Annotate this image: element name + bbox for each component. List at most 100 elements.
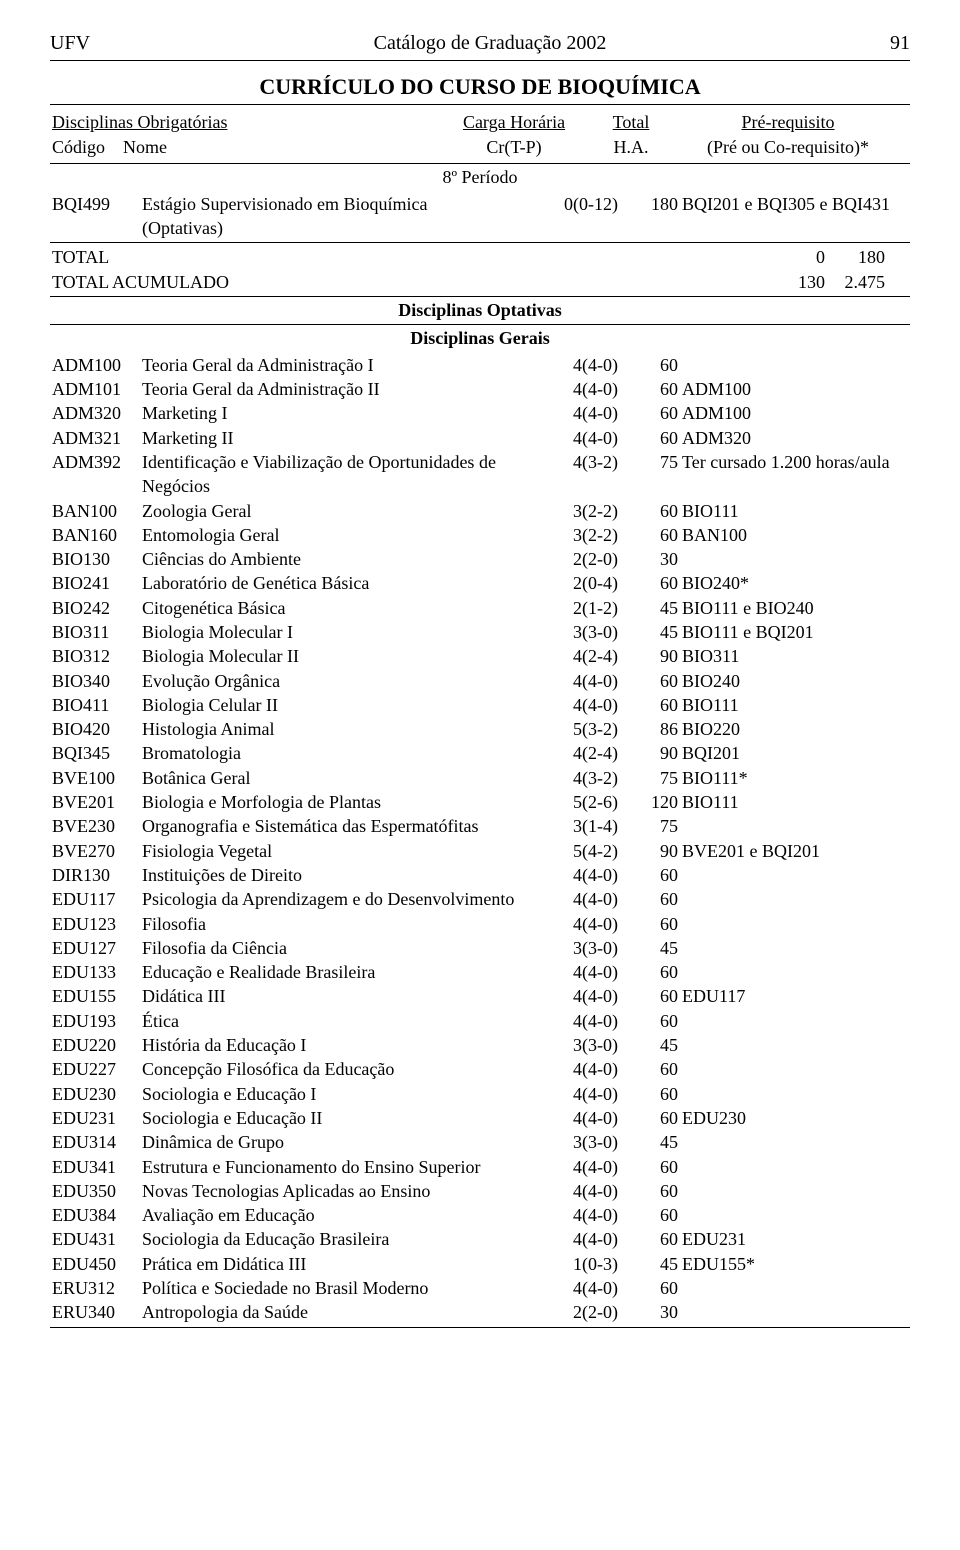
cell-name: Botânica Geral	[140, 766, 540, 790]
cell-tot: 75	[620, 766, 680, 790]
cell-code: EDU350	[50, 1179, 140, 1203]
cell-cr: 2(2-0)	[540, 547, 620, 571]
cell-pre	[680, 1300, 910, 1324]
col-total: Total	[613, 112, 650, 132]
cell-cr: 4(4-0)	[540, 353, 620, 377]
cell-cr: 4(4-0)	[540, 1227, 620, 1251]
cell-name: Teoria Geral da Administração I	[140, 353, 540, 377]
cell-pre: EDU155*	[680, 1252, 910, 1276]
cell-name: Sociologia da Educação Brasileira	[140, 1227, 540, 1251]
cell-cr: 3(3-0)	[540, 620, 620, 644]
table-row: BIO130Ciências do Ambiente2(2-0)30	[50, 547, 910, 571]
cell-code: EDU123	[50, 912, 140, 936]
cell-name: Novas Tecnologias Aplicadas ao Ensino	[140, 1179, 540, 1203]
cell-cr: 4(4-0)	[540, 1057, 620, 1081]
cell-cr: 0	[747, 245, 827, 269]
cell-code: BIO420	[50, 717, 140, 741]
table-row: ADM101Teoria Geral da Administração II4(…	[50, 377, 910, 401]
cell-cr: 4(4-0)	[540, 960, 620, 984]
table-row: EDU384Avaliação em Educação4(4-0)60	[50, 1203, 910, 1227]
subhead1-rule	[50, 324, 910, 325]
table-row: DIR130Instituições de Direito4(4-0)60	[50, 863, 910, 887]
cell-cr: 4(4-0)	[540, 401, 620, 425]
cell-code: ADM101	[50, 377, 140, 401]
table-row: ADM320Marketing I4(4-0)60ADM100	[50, 401, 910, 425]
cell-code: EDU450	[50, 1252, 140, 1276]
table-row: BIO411Biologia Celular II4(4-0)60BIO111	[50, 693, 910, 717]
cell-pre: BIO111	[680, 693, 910, 717]
cell-pre: ADM100	[680, 377, 910, 401]
cell-tot: 60	[620, 693, 680, 717]
cell-code: ERU340	[50, 1300, 140, 1324]
cell-code: EDU127	[50, 936, 140, 960]
cell-tot: 45	[620, 936, 680, 960]
course-title: CURRÍCULO DO CURSO DE BIOQUÍMICA	[50, 73, 910, 102]
cell-pre: BIO240	[680, 669, 910, 693]
cell-pre: EDU230	[680, 1106, 910, 1130]
cell-cr: 4(2-4)	[540, 644, 620, 668]
table-row: ADM321Marketing II4(4-0)60ADM320	[50, 426, 910, 450]
cell-cr: 4(4-0)	[540, 1082, 620, 1106]
cell-cr: 0(0-12)	[540, 192, 620, 216]
mandatory-table: BQI499Estágio Supervisionado em Bioquími…	[50, 192, 910, 241]
cell-pre	[680, 353, 910, 377]
cell-pre	[680, 960, 910, 984]
cell-tot: 75	[620, 450, 680, 499]
col-ha: H.A.	[614, 137, 649, 157]
cell-pre	[680, 936, 910, 960]
cell-total-label: TOTAL	[50, 245, 747, 269]
cell-code: BIO241	[50, 571, 140, 595]
header-left: UFV	[50, 30, 90, 56]
table-row: TOTAL ACUMULADO1302.475	[50, 270, 910, 294]
cell-name: Identificação e Viabilização de Oportuni…	[140, 450, 540, 499]
cell-pre: BIO240*	[680, 571, 910, 595]
cell-tot: 60	[620, 353, 680, 377]
table-row: TOTAL0180	[50, 245, 910, 269]
cell-cr: 3(3-0)	[540, 1033, 620, 1057]
cell-cr: 4(4-0)	[540, 1276, 620, 1300]
cell-code: EDU431	[50, 1227, 140, 1251]
cell-code: BQI499	[50, 192, 140, 216]
cell-tot: 60	[620, 377, 680, 401]
cell-cr: 4(4-0)	[540, 1155, 620, 1179]
cell-cr: 5(3-2)	[540, 717, 620, 741]
cell-name: Psicologia da Aprendizagem e do Desenvol…	[140, 887, 540, 911]
cell-tot: 60	[620, 1203, 680, 1227]
cell-tot: 2.475	[827, 270, 887, 294]
table-row: EDU133Educação e Realidade Brasileira4(4…	[50, 960, 910, 984]
cell-pre: EDU117	[680, 984, 910, 1008]
cell-tot: 45	[620, 596, 680, 620]
col-crtp: Cr(T-P)	[486, 137, 541, 157]
cell-cr: 4(4-0)	[540, 887, 620, 911]
cell-cr: 4(4-0)	[540, 1179, 620, 1203]
table-row: BIO340Evolução Orgânica4(4-0)60BIO240	[50, 669, 910, 693]
cell-name: Sociologia e Educação II	[140, 1106, 540, 1130]
col-nome: Nome	[123, 137, 167, 157]
header-rule	[50, 60, 910, 61]
cell-tot: 45	[620, 1252, 680, 1276]
cell-cr: 3(2-2)	[540, 499, 620, 523]
table-row: EDU431Sociologia da Educação Brasileira4…	[50, 1227, 910, 1251]
cell-code: EDU133	[50, 960, 140, 984]
cell-code: DIR130	[50, 863, 140, 887]
table-row: BVE270Fisiologia Vegetal5(4-2)90BVE201 e…	[50, 839, 910, 863]
cell-name: Teoria Geral da Administração II	[140, 377, 540, 401]
cell-cr: 4(4-0)	[540, 377, 620, 401]
cell-cr: 2(0-4)	[540, 571, 620, 595]
cell-name: Laboratório de Genética Básica	[140, 571, 540, 595]
cell-tot: 60	[620, 1057, 680, 1081]
cell-code: BAN100	[50, 499, 140, 523]
table-row: BVE201Biologia e Morfologia de Plantas5(…	[50, 790, 910, 814]
optativas-rule	[50, 1327, 910, 1328]
table-row: BIO311Biologia Molecular I3(3-0)45BIO111…	[50, 620, 910, 644]
table-row: BQI345Bromatologia4(2-4)90BQI201	[50, 741, 910, 765]
cell-tot: 45	[620, 1130, 680, 1154]
periodo-label: 8º Período	[50, 166, 910, 189]
cell-name: Política e Sociedade no Brasil Moderno	[140, 1276, 540, 1300]
cell-pre: BVE201 e BQI201	[680, 839, 910, 863]
cell-pre: ADM320	[680, 426, 910, 450]
cell-code: BQI345	[50, 741, 140, 765]
table-row: EDU350Novas Tecnologias Aplicadas ao Ens…	[50, 1179, 910, 1203]
cell-cr: 3(3-0)	[540, 936, 620, 960]
table-row: EDU155Didática III4(4-0)60EDU117	[50, 984, 910, 1008]
